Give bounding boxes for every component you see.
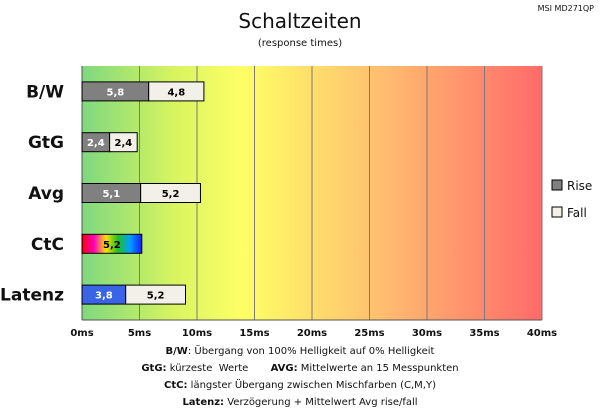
grid-lines [81, 66, 543, 321]
bar-value-label: 5,2 [162, 189, 180, 200]
chart-title: Schaltzeiten [238, 9, 361, 33]
bar-value-label: 5,2 [147, 291, 165, 302]
legend-rise-swatch [551, 179, 563, 191]
bar-value-label: 5,8 [106, 87, 124, 98]
bar-value-label: 4,8 [167, 87, 185, 98]
bar-value-label: 2,4 [87, 138, 105, 149]
category-label: Avg [28, 184, 64, 204]
x-tick-label: 5ms [128, 328, 151, 339]
note-bw: B/W: Übergang von 100% Helligkeit auf 0%… [0, 343, 600, 360]
bars-group: 5,8 4,8 2,4 2,4 5,1 5,2 5,2 3,8 5,2 [81, 81, 205, 305]
bar-value-label: 5,2 [103, 240, 121, 251]
rise-bar [81, 233, 143, 254]
note-latenz: Latenz: Verzögerung + Mittelwert Avg ris… [0, 394, 600, 411]
note-gtg-key: GtG: [141, 363, 167, 374]
category-label: GtG [28, 133, 64, 153]
legend-fall-label: Fall [567, 206, 587, 220]
category-label: Latenz [0, 286, 64, 306]
note-avg-key: AVG: [270, 363, 298, 374]
x-tick-label: 25ms [354, 328, 384, 339]
fall-bar [148, 81, 205, 102]
category-label: B/W [26, 82, 64, 102]
x-tick-label: 30ms [412, 328, 442, 339]
note-latenz-text: Verzögerung + Mittelwert Avg rise/fall [224, 397, 418, 408]
legend-fall-swatch [551, 206, 563, 218]
note-gtg-text: kürzeste Werte [166, 363, 271, 374]
category-label: CtC [31, 235, 64, 255]
note-gtg-avg: GtG: kürzeste Werte AVG: Mittelwerte an … [0, 360, 600, 377]
note-ctc-key: CtC: [164, 380, 188, 391]
fall-bar [125, 284, 186, 305]
note-ctc-text: längster Übergang zwischen Mischfarben (… [187, 380, 436, 391]
chart-subtitle: (response times) [258, 38, 342, 49]
footnotes: B/W: Übergang von 100% Helligkeit auf 0%… [0, 343, 600, 411]
bar-value-label: 5,1 [102, 189, 120, 200]
x-tick-label: 35ms [469, 328, 499, 339]
category-labels: B/W GtG Avg CtC Latenz [0, 82, 64, 305]
note-bw-text: : Übergang von 100% Helligkeit auf 0% He… [187, 346, 435, 357]
x-tick-label: 15ms [239, 328, 269, 339]
x-tick-label: 40ms [527, 328, 557, 339]
fall-bar [140, 183, 201, 203]
bar-value-label: 3,8 [95, 291, 113, 302]
x-tick-label: 10ms [182, 328, 212, 339]
x-tick-labels: 0ms 5ms 10ms 15ms 20ms 25ms 30ms 35ms 40ms [70, 328, 557, 339]
note-latenz-key: Latenz: [182, 397, 225, 408]
bar-value-label: 2,4 [115, 138, 133, 149]
x-tick-label: 0ms [70, 328, 93, 339]
x-tick-label: 20ms [297, 328, 327, 339]
note-ctc: CtC: längster Übergang zwischen Mischfar… [0, 377, 600, 394]
legend-rise-label: Rise [567, 179, 592, 193]
fall-bar [109, 132, 138, 153]
legend: Rise Fall [551, 179, 592, 220]
note-bw-key: B/W [165, 346, 188, 357]
monitor-model-label: MSI MD271QP [538, 4, 595, 13]
note-avg-text: Mittelwerte an 15 Messpunkten [297, 363, 459, 374]
